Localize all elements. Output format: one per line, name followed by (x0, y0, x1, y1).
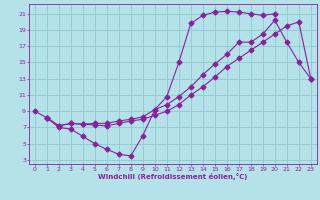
X-axis label: Windchill (Refroidissement éolien,°C): Windchill (Refroidissement éolien,°C) (98, 173, 247, 180)
